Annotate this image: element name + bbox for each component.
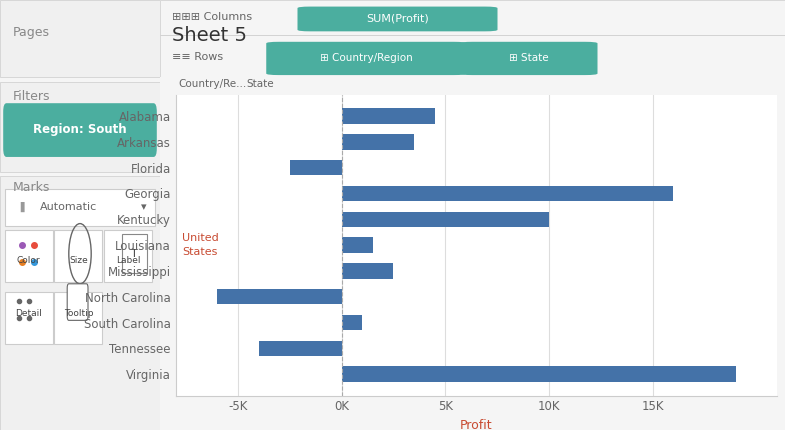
Text: ⊞⊞⊞ Columns: ⊞⊞⊞ Columns <box>173 12 253 22</box>
Bar <box>341 366 736 382</box>
Text: ⊞ State: ⊞ State <box>509 53 549 64</box>
FancyBboxPatch shape <box>5 189 155 226</box>
Text: Detail: Detail <box>16 310 42 318</box>
Bar <box>341 237 373 253</box>
Text: State: State <box>246 79 274 89</box>
Text: Region: South: Region: South <box>33 123 127 136</box>
Bar <box>259 341 341 356</box>
Text: United
States: United States <box>182 233 219 257</box>
FancyBboxPatch shape <box>0 0 160 77</box>
Text: ▐: ▐ <box>16 202 24 212</box>
Bar <box>290 160 341 175</box>
Text: Pages: Pages <box>13 26 49 39</box>
Text: SUM(Profit): SUM(Profit) <box>366 14 429 24</box>
Bar <box>217 289 341 304</box>
Text: Size: Size <box>69 256 88 264</box>
Bar <box>341 315 363 330</box>
Bar <box>341 212 549 227</box>
FancyBboxPatch shape <box>54 230 102 282</box>
Text: ⊞ Country/Region: ⊞ Country/Region <box>319 53 413 64</box>
FancyBboxPatch shape <box>5 230 53 282</box>
FancyBboxPatch shape <box>266 42 466 75</box>
Text: Label: Label <box>115 256 141 264</box>
FancyBboxPatch shape <box>298 6 498 31</box>
X-axis label: Profit: Profit <box>460 419 493 430</box>
FancyBboxPatch shape <box>5 292 53 344</box>
FancyBboxPatch shape <box>54 292 102 344</box>
FancyBboxPatch shape <box>0 176 160 430</box>
Bar <box>341 263 393 279</box>
Text: Filters: Filters <box>13 90 50 103</box>
FancyBboxPatch shape <box>0 82 160 172</box>
Bar <box>341 134 414 150</box>
FancyBboxPatch shape <box>68 284 88 320</box>
Bar <box>341 186 674 201</box>
FancyBboxPatch shape <box>122 234 148 273</box>
Text: Tooltip: Tooltip <box>64 310 93 318</box>
FancyBboxPatch shape <box>160 0 785 35</box>
Text: Sheet 5: Sheet 5 <box>173 26 247 45</box>
Text: Country/Re...: Country/Re... <box>178 79 246 89</box>
Text: Automatic: Automatic <box>40 202 97 212</box>
Text: ≡≡ Rows: ≡≡ Rows <box>173 52 224 62</box>
FancyBboxPatch shape <box>3 103 157 157</box>
FancyBboxPatch shape <box>104 230 152 282</box>
FancyBboxPatch shape <box>460 42 597 75</box>
Bar <box>341 108 435 124</box>
Text: Marks: Marks <box>13 181 50 194</box>
Text: Color: Color <box>17 256 41 264</box>
Text: T: T <box>131 249 138 259</box>
FancyBboxPatch shape <box>160 35 785 77</box>
Text: ▾: ▾ <box>141 202 147 212</box>
